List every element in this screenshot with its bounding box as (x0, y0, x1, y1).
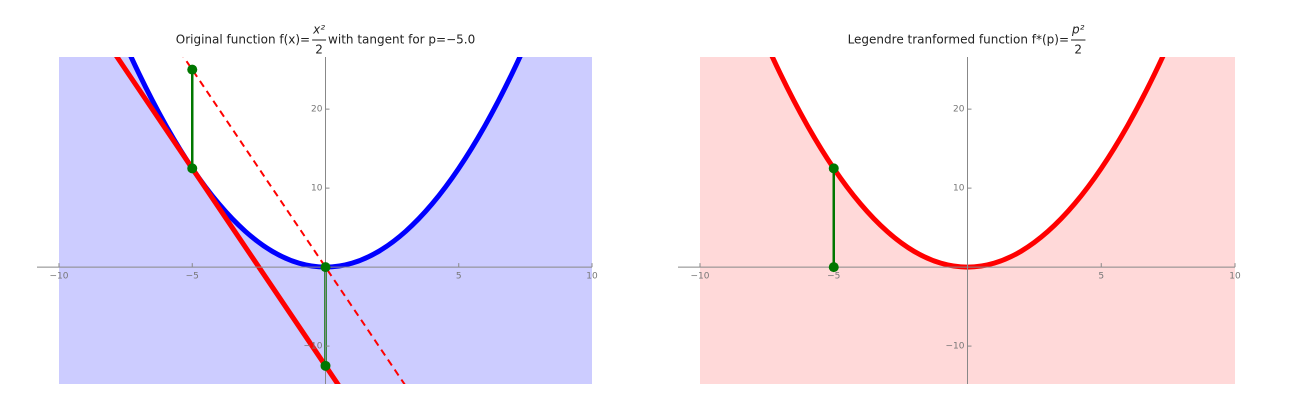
y-tick-label: −10 (304, 342, 323, 352)
chart: −10 −5 5 10 −10 10 20 Legendre tranformed funct… (678, 23, 1241, 384)
area-fill (59, 57, 592, 384)
chart-title: Legendre tranformed function f*(p)=p² 2 (848, 23, 1086, 57)
point (187, 163, 198, 174)
y-tick-label: 10 (311, 184, 323, 194)
y-tick-label: 20 (311, 105, 323, 115)
chart: −10 −5 5 10 −10 10 20 Original function f(x)=x²… (37, 23, 598, 384)
title-suffix: with tangent for p=−5.0 (328, 33, 475, 47)
title-denominator: 2 (315, 43, 323, 57)
point (828, 262, 839, 273)
x-tick-label: 10 (586, 272, 598, 282)
chart-title: Original function f(x)=x² 2 with tangent … (176, 23, 475, 57)
y-tick-label: −10 (946, 342, 965, 352)
title-numerator: p² (1071, 23, 1085, 37)
x-tick-label: −5 (186, 272, 199, 282)
title-denominator: 2 (1074, 43, 1082, 57)
area-fill (700, 57, 1235, 384)
x-tick-label: −10 (691, 272, 710, 282)
title-prefix: Original function f(x)= (176, 33, 310, 47)
point (320, 262, 331, 273)
x-tick-label: 5 (456, 272, 462, 282)
point (320, 360, 331, 371)
x-tick-label: −10 (50, 272, 69, 282)
x-tick-label: −5 (827, 272, 840, 282)
x-tick-label: 10 (1229, 272, 1241, 282)
title-numerator: x² (312, 23, 325, 37)
point (828, 163, 839, 174)
title-prefix: Legendre tranformed function f*(p)= (848, 33, 1069, 47)
point (187, 64, 198, 75)
y-tick-label: 10 (953, 184, 965, 194)
y-tick-label: 20 (953, 105, 965, 115)
x-tick-label: 5 (1098, 272, 1104, 282)
